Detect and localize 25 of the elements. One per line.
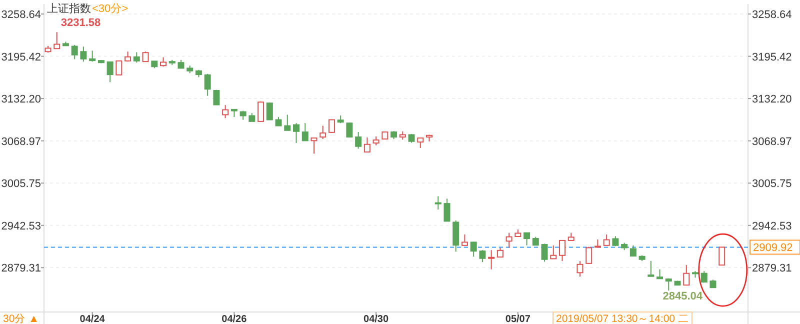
x-tick-label: 04/30 — [364, 314, 389, 324]
chart-title: 上证指数 — [47, 2, 91, 15]
y-tick-label: 2942.53 — [1, 220, 41, 232]
annotation: 2845.04 — [662, 290, 704, 303]
y2-tick-label: 3068.97 — [752, 136, 792, 148]
y2-tick-label: 3258.64 — [752, 9, 792, 22]
y-tick-label: 2879.31 — [1, 262, 41, 275]
text: 2019/05/07 13:30～14:00 二 — [556, 313, 689, 324]
y2-tick-label: 3132.20 — [752, 94, 792, 106]
y2-tick-label: 2879.31 — [752, 262, 792, 275]
y2-tick-label: 3195.42 — [752, 51, 792, 64]
text: 30分 ▲ — [3, 313, 39, 324]
y2-tick-label: 3005.75 — [752, 178, 792, 190]
y2-tick-label: 2942.53 — [752, 220, 792, 232]
y-tick-label: 3195.42 — [1, 51, 41, 64]
chart-subtitle: <30分> — [92, 3, 128, 15]
x-tick-label: 04/24 — [80, 314, 106, 324]
y-tick-label: 3005.75 — [1, 178, 41, 190]
y-tick-label: 3132.20 — [1, 94, 41, 106]
x-tick-label: 05/07 — [505, 314, 531, 324]
ref-line-label: 2909.92 — [753, 242, 793, 254]
y-tick-label: 3068.97 — [1, 136, 41, 148]
x-tick-label: 04/26 — [222, 314, 248, 324]
annotation: 3231.58 — [60, 17, 101, 30]
y-tick-label: 3258.64 — [1, 9, 41, 22]
